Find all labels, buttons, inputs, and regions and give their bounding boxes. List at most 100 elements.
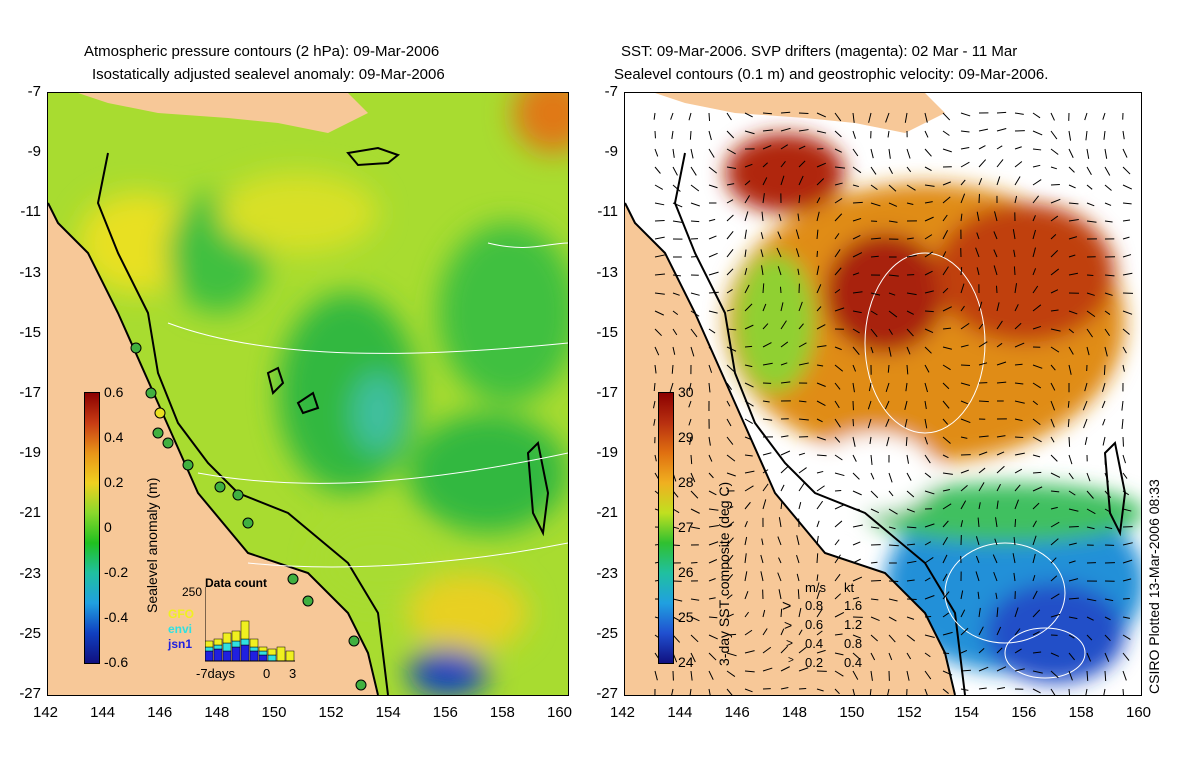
velocity-arrow — [672, 616, 682, 623]
velocity-arrow — [796, 573, 800, 582]
velocity-arrow — [868, 112, 872, 123]
velocity-arrow — [1032, 688, 1041, 694]
velocity-arrow — [1032, 325, 1042, 330]
velocity-arrow — [690, 220, 700, 223]
velocity-arrow — [1086, 652, 1092, 662]
velocity-arrow — [996, 361, 1007, 366]
velocity-arrow — [1050, 454, 1058, 462]
velocity-arrow — [942, 251, 947, 258]
right-title-line1: SST: 09-Mar-2006. SVP drifters (magenta)… — [621, 43, 1018, 60]
velocity-arrow — [778, 517, 782, 528]
velocity-arrow — [924, 670, 932, 680]
velocity-arrow — [744, 629, 753, 636]
colorbar-tick-label: -0.4 — [104, 609, 129, 625]
velocity-arrow — [726, 214, 734, 222]
histogram-bar — [240, 620, 250, 640]
velocity-arrow — [852, 576, 863, 582]
velocity-arrow — [1032, 609, 1041, 618]
velocity-arrow — [834, 472, 845, 477]
velocity-arrow — [726, 573, 734, 582]
velocity-arrow — [1032, 436, 1042, 443]
histogram-bar — [249, 646, 259, 652]
velocity-arrow — [834, 130, 842, 138]
velocity-arrow — [852, 364, 857, 372]
velocity-arrow — [834, 182, 843, 186]
velocity-arrow — [726, 613, 734, 618]
velocity-arrow — [1032, 304, 1042, 312]
velocity-arrow — [977, 517, 980, 528]
velocity-arrow — [760, 571, 764, 582]
velocity-arrow — [852, 634, 861, 639]
velocity-legend-header-ms: m/s — [805, 580, 826, 595]
left-map-panel[interactable] — [47, 92, 569, 696]
new-guinea-land — [78, 93, 368, 133]
velocity-arrow — [888, 634, 896, 643]
velocity-arrow — [996, 111, 1007, 114]
velocity-arrow — [1085, 688, 1088, 695]
velocity-arrow — [1122, 272, 1133, 276]
velocity-arrow — [744, 163, 753, 168]
velocity-arrow — [1032, 520, 1037, 528]
tide-gauge-marker — [182, 459, 194, 471]
velocity-arrow — [816, 112, 827, 118]
velocity-arrow — [1104, 472, 1109, 483]
velocity-arrow — [1104, 166, 1111, 176]
velocity-arrow — [726, 346, 737, 352]
velocity-arrow — [888, 616, 897, 622]
velocity-arrow — [778, 213, 782, 222]
velocity-arrow — [1050, 490, 1060, 493]
velocity-arrow — [870, 184, 878, 191]
colorbar-tick-label: 30 — [678, 384, 694, 400]
velocity-arrow — [975, 571, 980, 582]
velocity-arrow — [726, 148, 736, 155]
velocity-arrow — [654, 166, 661, 174]
colorbar-tick-label: 0.6 — [104, 384, 124, 400]
colorbar-tick-label: 0.4 — [104, 429, 124, 445]
velocity-arrow — [762, 193, 765, 204]
histogram-series-envi: envi — [168, 622, 193, 636]
velocity-arrow — [816, 485, 825, 492]
velocity-arrow — [690, 310, 700, 317]
velocity-arrow — [924, 166, 932, 172]
velocity-arrow — [798, 301, 803, 312]
velocity-arrow — [834, 213, 843, 222]
velocity-arrow — [654, 254, 665, 258]
velocity-arrow — [796, 535, 800, 546]
longitude-tick-label: 152 — [896, 704, 922, 721]
velocity-arrow — [762, 499, 767, 510]
right-map-panel[interactable] — [624, 92, 1142, 696]
velocity-legend-ms: 0.6 — [805, 617, 824, 632]
velocity-arrow — [669, 382, 674, 393]
histogram-bar — [240, 638, 250, 646]
velocity-arrow — [852, 130, 856, 139]
velocity-arrow — [1014, 161, 1023, 168]
velocity-arrow — [1068, 436, 1071, 447]
velocity-arrow — [798, 175, 804, 186]
velocity-arrow — [1014, 195, 1018, 204]
velocity-arrow — [1014, 468, 1023, 474]
velocity-arrow — [1068, 202, 1079, 205]
velocity-arrow — [776, 247, 782, 258]
velocity-arrow — [1086, 166, 1092, 176]
velocity-arrow — [996, 128, 1007, 132]
velocity-arrow — [942, 520, 949, 528]
velocity-arrow — [978, 362, 988, 366]
velocity-arrow — [816, 211, 820, 222]
velocity-arrow — [870, 490, 879, 499]
velocity-arrow — [834, 652, 844, 656]
velocity-arrow — [942, 214, 948, 222]
velocity-arrow — [688, 418, 692, 426]
velocity-arrow — [996, 483, 1001, 492]
velocity-arrow — [887, 688, 890, 695]
latitude-tick-label: -15 — [19, 323, 41, 341]
left-title-line1: Atmospheric pressure contours (2 hPa): 0… — [84, 43, 440, 60]
velocity-arrow — [1032, 400, 1039, 406]
velocity-arrow — [1050, 613, 1061, 618]
velocity-arrow — [834, 112, 842, 122]
velocity-arrow — [960, 322, 970, 330]
velocity-arrow — [1014, 176, 1021, 186]
velocity-arrow — [816, 418, 823, 423]
velocity-arrow — [1104, 148, 1108, 159]
velocity-arrow — [744, 130, 755, 135]
velocity-arrow — [906, 508, 915, 513]
